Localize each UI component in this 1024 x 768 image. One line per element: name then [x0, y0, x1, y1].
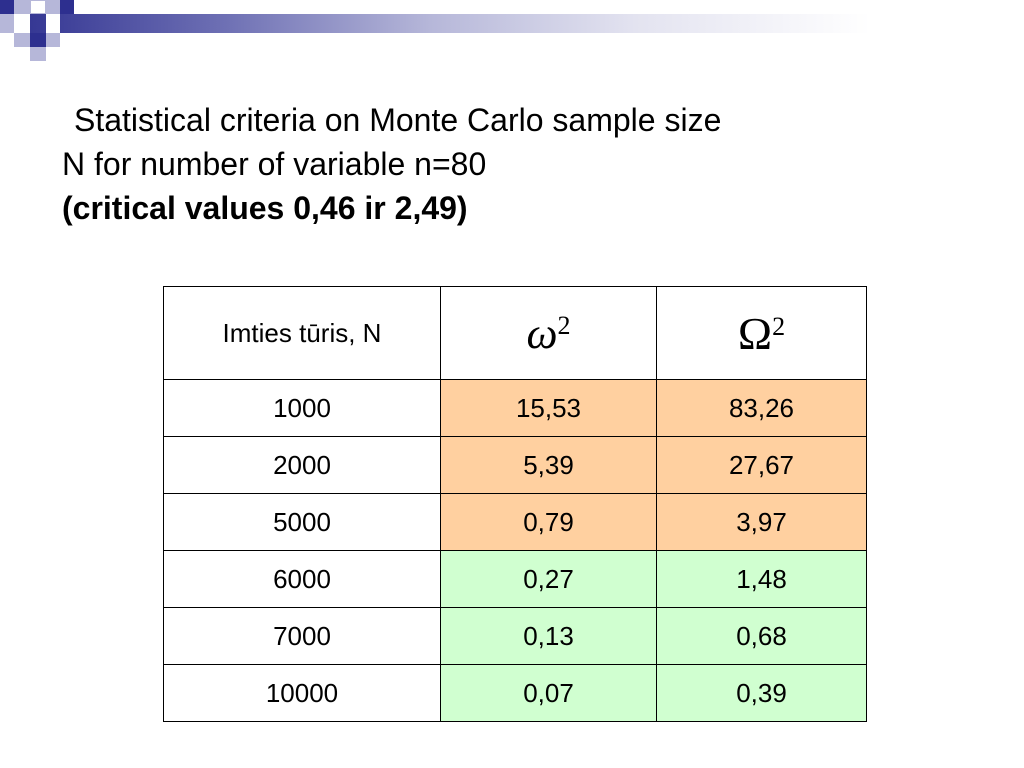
- cell-omega-small: 0,79: [440, 493, 657, 551]
- table-row: 1000 15,53 83,26: [163, 379, 867, 437]
- cell-omega-big: 83,26: [656, 379, 867, 437]
- header-sample-size: Imties tūris, N: [163, 286, 441, 380]
- cell-omega-big: 27,67: [656, 436, 867, 494]
- header-omega-small: ω2: [440, 286, 657, 380]
- table-row: 10000 0,07 0,39: [163, 664, 867, 722]
- cell-omega-small: 5,39: [440, 436, 657, 494]
- omega-small-exponent: 2: [557, 310, 571, 340]
- cell-omega-big: 0,68: [656, 607, 867, 665]
- title-line-2: N for number of variable n=80: [62, 146, 487, 182]
- cell-omega-big: 0,39: [656, 664, 867, 722]
- cell-sample-size: 6000: [163, 550, 441, 608]
- omega-small-symbol: ω: [526, 308, 558, 358]
- title-line-1: Statistical criteria on Monte Carlo samp…: [74, 102, 722, 138]
- cell-omega-small: 15,53: [440, 379, 657, 437]
- cell-sample-size: 2000: [163, 436, 441, 494]
- deco-square: [0, 14, 14, 33]
- deco-square: [46, 0, 60, 14]
- deco-square: [30, 0, 46, 14]
- cell-sample-size: 1000: [163, 379, 441, 437]
- table-row: 5000 0,79 3,97: [163, 493, 867, 551]
- cell-omega-small: 0,07: [440, 664, 657, 722]
- slide-title: Statistical criteria on Monte Carlo samp…: [62, 98, 721, 230]
- deco-square: [46, 33, 60, 47]
- table-row: 2000 5,39 27,67: [163, 436, 867, 494]
- cell-sample-size: 5000: [163, 493, 441, 551]
- title-line-3: (critical values 0,46 ir 2,49): [62, 190, 468, 226]
- deco-square: [60, 0, 74, 14]
- table-row: 6000 0,27 1,48: [163, 550, 867, 608]
- deco-square: [46, 14, 60, 33]
- header-gradient-bar: [0, 14, 1024, 33]
- statistics-table: Imties tūris, N ω2 Ω2 1000 15,53 83,26 2…: [163, 286, 867, 722]
- deco-square: [30, 33, 46, 47]
- cell-sample-size: 10000: [163, 664, 441, 722]
- deco-square: [14, 14, 30, 33]
- header-omega-big: Ω2: [656, 286, 867, 380]
- omega-big-exponent: 2: [772, 311, 786, 341]
- deco-square: [30, 47, 46, 61]
- deco-square: [14, 33, 30, 47]
- table-row: 7000 0,13 0,68: [163, 607, 867, 665]
- table-header-row: Imties tūris, N ω2 Ω2: [163, 286, 867, 380]
- cell-omega-big: 1,48: [656, 550, 867, 608]
- omega-big-symbol: Ω: [737, 307, 773, 359]
- cell-omega-small: 0,13: [440, 607, 657, 665]
- deco-square: [0, 0, 14, 14]
- cell-omega-big: 3,97: [656, 493, 867, 551]
- cell-sample-size: 7000: [163, 607, 441, 665]
- deco-square: [14, 0, 30, 14]
- cell-omega-small: 0,27: [440, 550, 657, 608]
